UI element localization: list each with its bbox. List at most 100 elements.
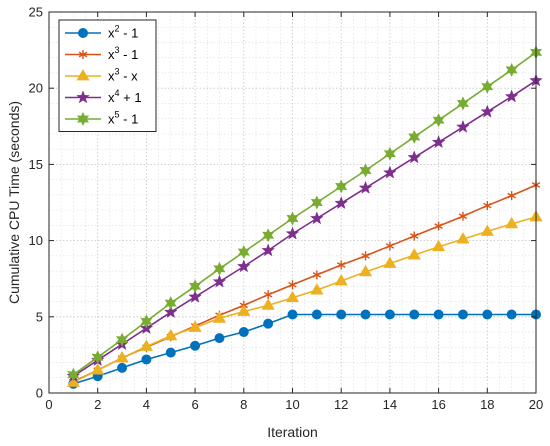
- data-point: [311, 309, 322, 320]
- data-point: [335, 179, 348, 194]
- data-point: [506, 309, 517, 320]
- data-point: [383, 146, 397, 161]
- data-point: [141, 354, 152, 365]
- data-point: [261, 243, 276, 257]
- y-tick-label: 15: [29, 157, 43, 172]
- y-axis-label: Cumulative CPU Time (seconds): [6, 101, 22, 304]
- data-point: [238, 327, 249, 338]
- data-point: [310, 283, 324, 295]
- data-point: [263, 318, 274, 329]
- legend-item: x2 - 1: [65, 24, 138, 41]
- data-point: [334, 273, 348, 286]
- data-point: [483, 201, 492, 211]
- data-point: [236, 259, 251, 273]
- data-point: [358, 264, 373, 277]
- data-point: [188, 279, 202, 294]
- x-tick-label: 20: [529, 397, 543, 412]
- data-point: [237, 244, 250, 260]
- data-point: [212, 311, 227, 323]
- data-point: [407, 248, 421, 260]
- data-point: [188, 320, 202, 332]
- data-point: [140, 314, 153, 329]
- x-axis-label: Iteration: [267, 424, 318, 440]
- data-point: [214, 333, 225, 344]
- data-point: [432, 239, 446, 252]
- series-4: [66, 73, 543, 383]
- series-3: [66, 209, 543, 387]
- data-point: [115, 350, 129, 363]
- x-tick-label: 14: [383, 397, 397, 412]
- data-point: [458, 211, 468, 221]
- data-point: [190, 340, 201, 351]
- x-tick-label: 12: [334, 397, 348, 412]
- x-tick-label: 8: [240, 397, 247, 412]
- ticks: 0 2 4 6 8 10 12 14 16 18 20 0 5 10 15 20 25: [29, 5, 544, 413]
- data-point: [457, 309, 468, 320]
- data-point: [383, 256, 397, 268]
- data-point: [262, 228, 275, 243]
- data-point: [115, 332, 129, 347]
- x-tick-label: 2: [94, 397, 101, 412]
- data-point: [507, 191, 516, 201]
- data-point: [310, 195, 323, 210]
- data-point: [456, 232, 470, 244]
- legend-swatch-marker: [76, 90, 90, 104]
- series-5: [67, 45, 543, 382]
- data-point: [361, 251, 370, 261]
- data-point: [433, 309, 444, 320]
- y-tick-label: 5: [36, 309, 43, 324]
- legend-label: x2 - 1: [108, 24, 138, 41]
- x-tick-label: 0: [45, 397, 52, 412]
- data-point: [286, 211, 299, 226]
- data-point: [410, 231, 419, 241]
- legend: x2 - 1 x3 - 1 x3 - x x4 + 1 x5 - 1: [58, 19, 157, 132]
- legend-label: x3 - 1: [108, 45, 138, 62]
- data-point: [456, 96, 470, 111]
- data-point: [261, 298, 275, 310]
- data-point: [91, 363, 105, 375]
- x-tick-label: 10: [285, 397, 299, 412]
- legend-item: x3 - x: [65, 67, 138, 84]
- legend-label: x4 + 1: [108, 88, 142, 105]
- data-point: [482, 309, 493, 320]
- x-tick-label: 18: [480, 397, 494, 412]
- y-tick-label: 25: [29, 5, 43, 20]
- legend-swatch-marker: [78, 50, 88, 59]
- legend-swatch-marker: [78, 28, 88, 38]
- data-point: [505, 216, 519, 229]
- data-point: [385, 241, 395, 251]
- series-line: [72, 79, 537, 377]
- data-point: [360, 309, 371, 320]
- data-point: [139, 339, 153, 351]
- data-point: [480, 104, 495, 118]
- data-point: [164, 328, 178, 341]
- legend-item: x3 - 1: [65, 45, 138, 62]
- data-point: [336, 260, 346, 270]
- data-point: [117, 362, 128, 373]
- data-point: [91, 350, 104, 365]
- x-tick-label: 6: [191, 397, 198, 412]
- data-point: [358, 180, 373, 194]
- series-layer: [66, 45, 543, 389]
- legend-label: x5 - 1: [108, 110, 138, 127]
- data-point: [408, 129, 421, 145]
- data-point: [288, 280, 297, 290]
- data-point: [188, 289, 202, 303]
- data-point: [309, 211, 324, 225]
- x-tick-label: 4: [143, 397, 150, 412]
- data-point: [165, 347, 176, 358]
- data-point: [384, 309, 395, 320]
- data-point: [287, 309, 298, 320]
- data-point: [67, 367, 80, 382]
- data-point: [431, 135, 446, 149]
- data-point: [359, 163, 372, 178]
- data-point: [409, 309, 420, 320]
- data-point: [432, 113, 445, 128]
- data-point: [212, 274, 227, 288]
- data-point: [164, 295, 177, 311]
- data-point: [336, 309, 347, 320]
- y-tick-label: 20: [29, 81, 43, 96]
- data-point: [407, 150, 422, 164]
- data-point: [285, 226, 300, 240]
